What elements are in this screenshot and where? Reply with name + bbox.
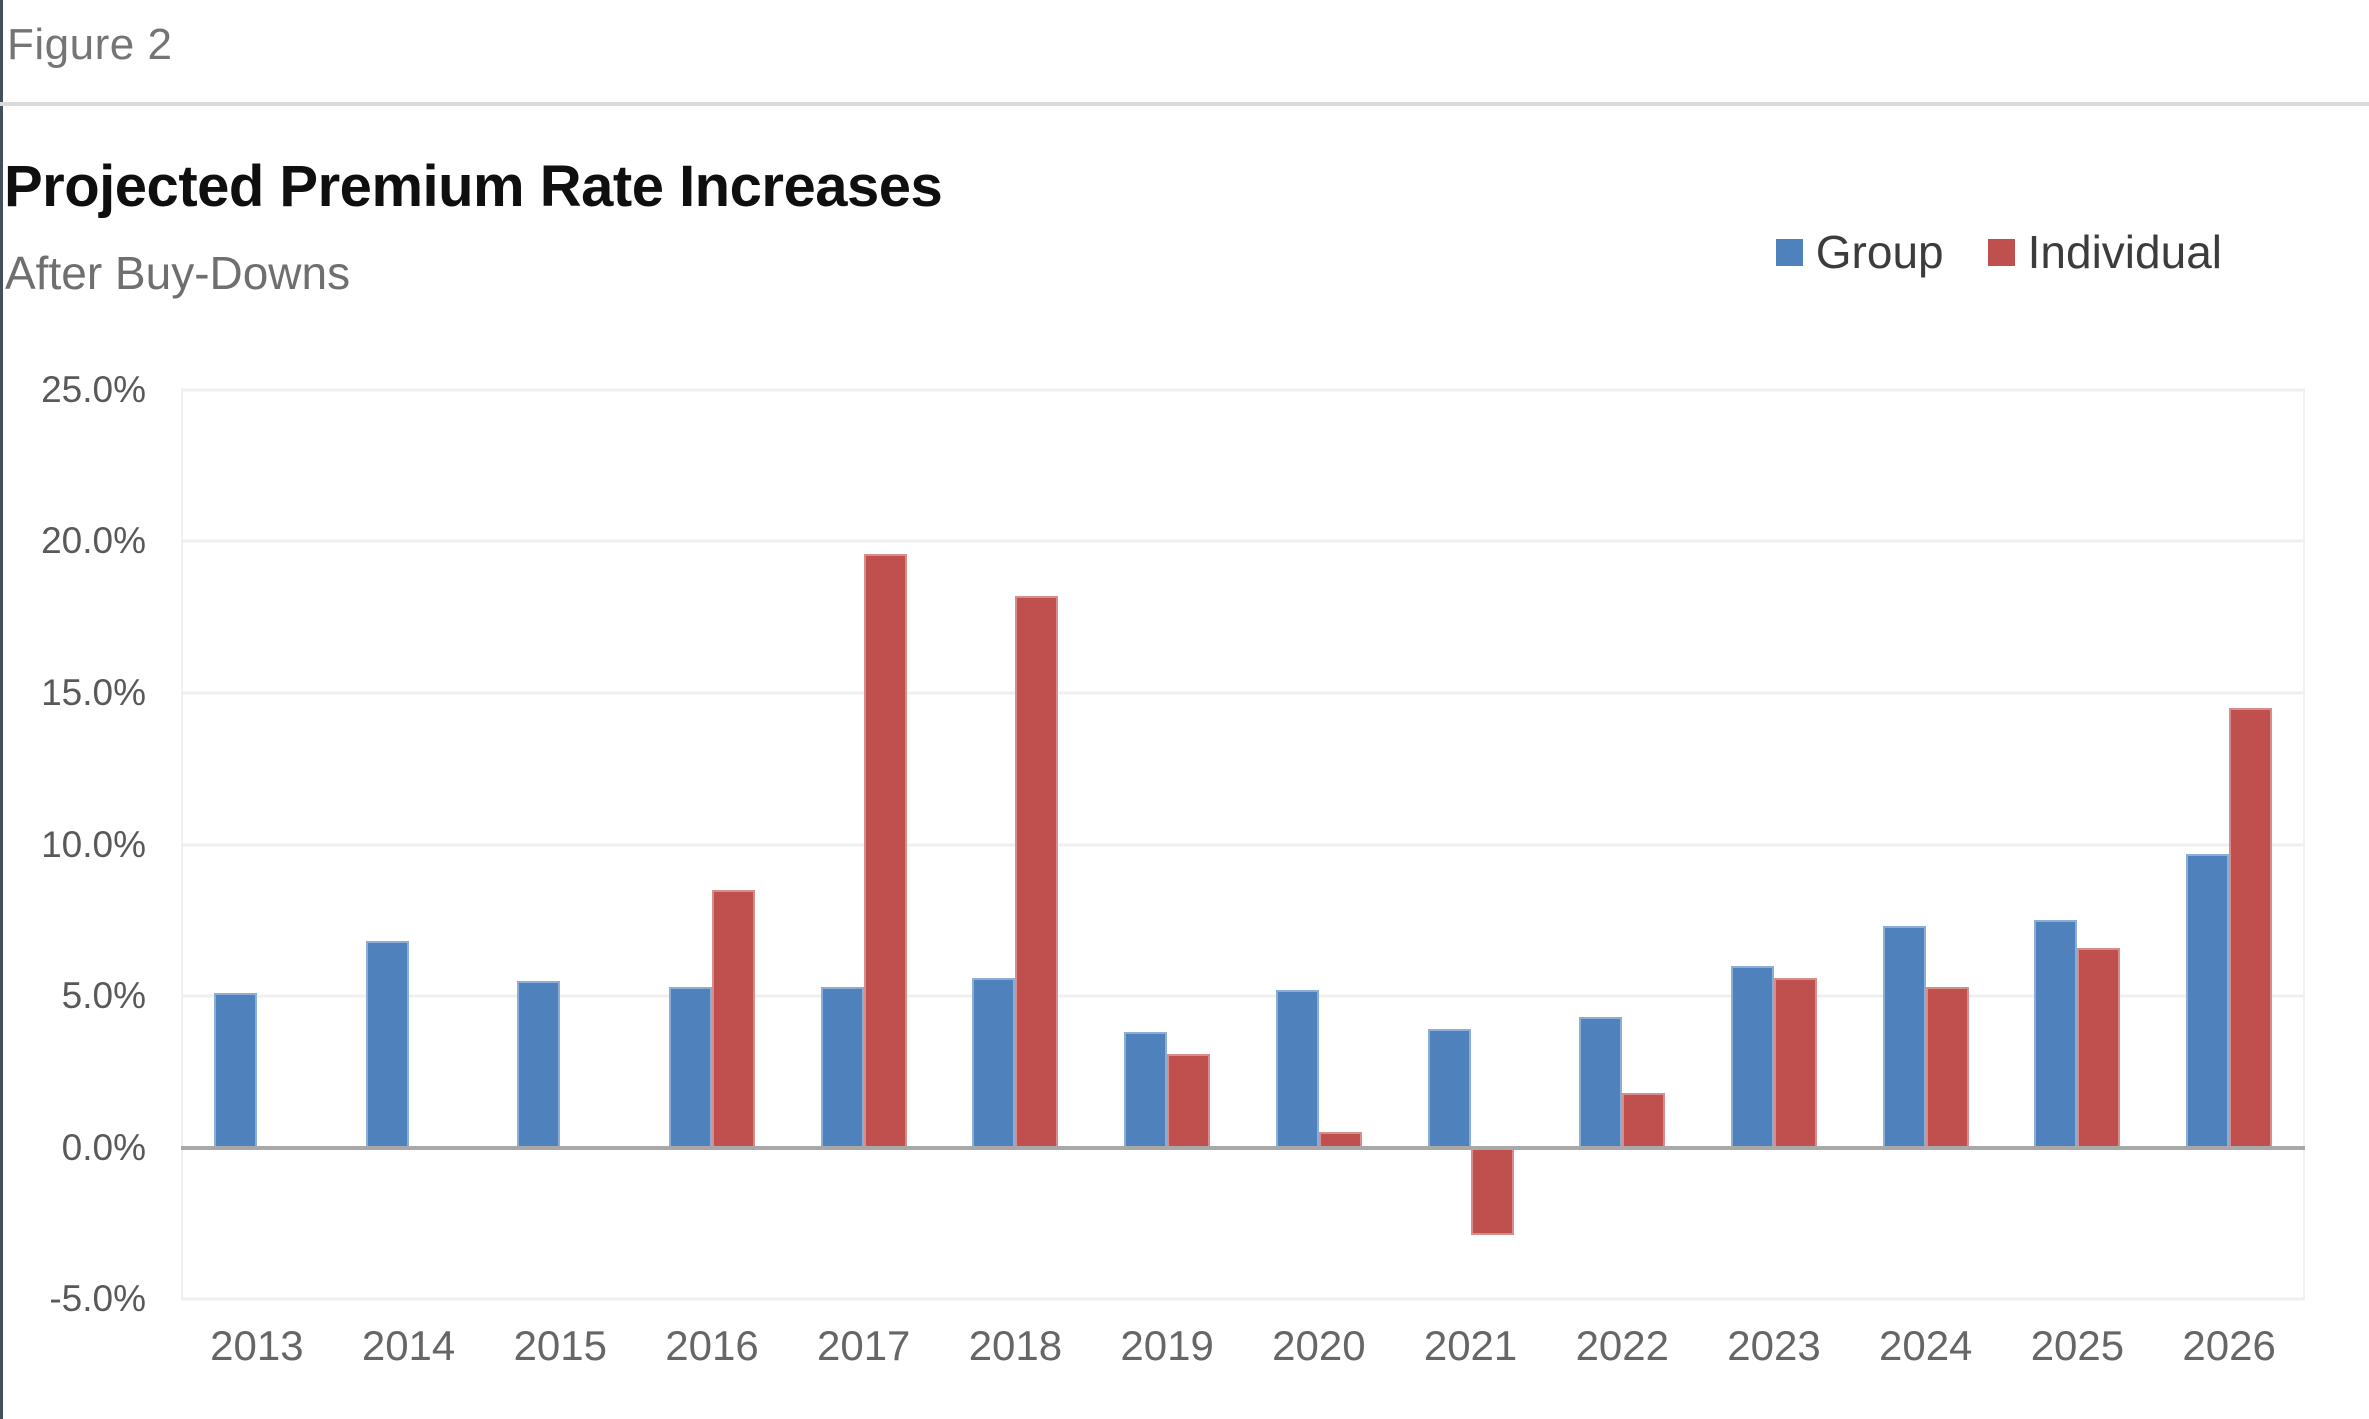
legend-label-individual: Individual: [2027, 226, 2222, 278]
legend: Group Individual: [1775, 224, 2222, 280]
individual-series-swatch-icon: [1987, 238, 2015, 266]
bar-2020-group[interactable]: [1275, 989, 1319, 1148]
bar-2019-individual[interactable]: [1167, 1053, 1211, 1148]
bar-2023-individual[interactable]: [1774, 977, 1817, 1148]
y-axis-tick-5.0%: 5.0%: [61, 974, 146, 1016]
y-axis-tick-25.0%: 25.0%: [41, 369, 146, 410]
bar-group-2026: [2186, 390, 2273, 1299]
bar-group-2015: [517, 390, 603, 1299]
bar-2015-group[interactable]: [517, 980, 561, 1148]
page-title: Projected Premium Rate Increases: [4, 154, 943, 219]
bar-2017-individual[interactable]: [863, 553, 907, 1148]
bar-2022-group[interactable]: [1579, 1017, 1623, 1148]
bar-2025-group[interactable]: [2034, 920, 2078, 1148]
gridline-20.0%: [181, 539, 2305, 543]
header-divider: [0, 102, 2369, 106]
bar-2022-individual[interactable]: [1622, 1092, 1666, 1148]
x-axis-label-2019: 2019: [1120, 1322, 1214, 1369]
y-axis-tick-15.0%: 15.0%: [41, 671, 146, 713]
group-series-swatch-icon: [1775, 238, 1803, 266]
x-axis-label-2021: 2021: [1423, 1322, 1518, 1369]
bar-2019-group[interactable]: [1124, 1032, 1168, 1148]
bar-group-2025: [2034, 390, 2121, 1299]
x-axis-label-2017: 2017: [816, 1322, 911, 1369]
bar-2024-individual[interactable]: [1925, 986, 1969, 1148]
gridline--5.0%: [181, 1297, 2305, 1301]
bar-group-2020: [1275, 390, 1362, 1299]
y-axis-tick-20.0%: 20.0%: [41, 520, 146, 562]
bar-2023-group[interactable]: [1731, 965, 1774, 1148]
chart-subtitle: After Buy-Downs: [5, 247, 351, 299]
x-axis-label-2020: 2020: [1272, 1322, 1366, 1369]
x-axis-label-2023: 2023: [1727, 1322, 1821, 1369]
bar-2013-group[interactable]: [213, 993, 257, 1148]
bar-2026-individual[interactable]: [2229, 708, 2273, 1148]
bar-2016-individual[interactable]: [712, 889, 755, 1148]
y-axis: 25.0% 20.0% 15.0% 10.0% 5.0% 0.0% -5.0%: [0, 369, 146, 1319]
bar-2017-group[interactable]: [820, 986, 864, 1148]
bar-2018-individual[interactable]: [1015, 596, 1059, 1148]
bar-group-2023: [1731, 390, 1817, 1299]
bar-2025-individual[interactable]: [2077, 947, 2121, 1148]
x-axis-label-2016: 2016: [665, 1322, 759, 1369]
bar-group-2022: [1579, 390, 1666, 1299]
bar-2024-group[interactable]: [1882, 926, 1926, 1148]
bar-2016-group[interactable]: [669, 986, 712, 1148]
bar-group-2016: [669, 390, 755, 1299]
x-axis-label-2018: 2018: [968, 1322, 1063, 1369]
x-axis-label-2022: 2022: [1575, 1322, 1669, 1369]
bar-group-2021: [1427, 390, 1514, 1299]
bar-group-2018: [972, 390, 1059, 1299]
x-axis-label-2014: 2014: [361, 1322, 456, 1369]
bar-2021-group[interactable]: [1427, 1029, 1471, 1148]
legend-item-group[interactable]: Group: [1775, 225, 1944, 279]
bar-group-2013: [213, 390, 300, 1299]
x-axis-label-2026: 2026: [2182, 1322, 2276, 1369]
gridline-10.0%: [181, 843, 2305, 846]
x-axis-label-2025: 2025: [2030, 1322, 2125, 1369]
bar-2014-group[interactable]: [365, 941, 409, 1148]
bar-group-2024: [1882, 390, 1969, 1299]
bar-2018-group[interactable]: [972, 977, 1016, 1148]
gridline-25.0%: [181, 388, 2305, 392]
zero-baseline: [181, 1145, 2305, 1150]
y-axis-tick-10.0%: 10.0%: [41, 823, 146, 865]
figure-label: Figure 2: [7, 20, 173, 69]
legend-label-group: Group: [1815, 226, 1944, 278]
x-axis-label-2015: 2015: [513, 1322, 607, 1369]
bar-2026-group[interactable]: [2186, 853, 2230, 1148]
bar-group-2017: [820, 390, 907, 1299]
x-axis: 2013 2014 2015 2016 2017 2018 2019 2020 2021 2022…: [181, 1322, 2305, 1392]
y-axis-tick--5.0%: -5.0%: [49, 1278, 146, 1319]
bar-group-2019: [1124, 390, 1211, 1299]
bar-2021-individual[interactable]: [1470, 1147, 1514, 1236]
bar-group-2014: [365, 390, 452, 1299]
x-axis-label-2024: 2024: [1878, 1322, 1973, 1369]
legend-item-individual[interactable]: Individual: [1987, 225, 2222, 279]
x-axis-label-2013: 2013: [210, 1322, 304, 1369]
gridline-5.0%: [181, 994, 2305, 998]
gridline-15.0%: [181, 691, 2305, 695]
window-left-border: [0, 0, 3, 1419]
y-axis-tick-0.0%: 0.0%: [61, 1126, 146, 1168]
plot-area: [181, 388, 2305, 1301]
